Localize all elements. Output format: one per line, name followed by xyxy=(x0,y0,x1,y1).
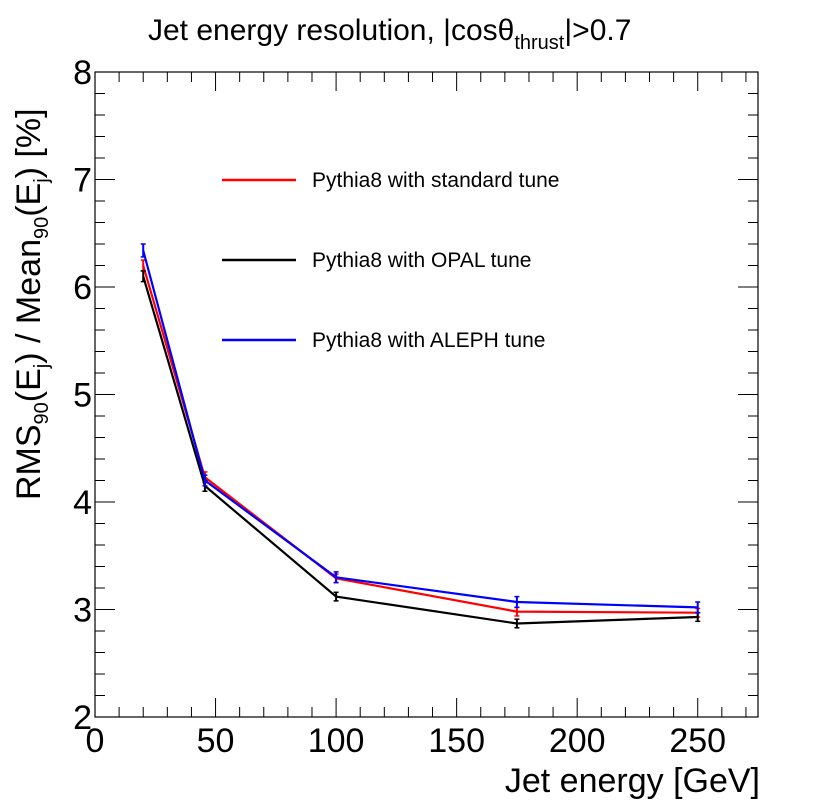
y-label-mean-subscript: 90 xyxy=(31,217,53,239)
x-tick-label: 100 xyxy=(308,722,365,760)
series-2 xyxy=(140,270,701,629)
y-tick-label: 4 xyxy=(73,484,92,522)
series-line xyxy=(142,265,698,614)
x-tick-label: 200 xyxy=(549,722,606,760)
y-axis-ticks xyxy=(95,71,758,718)
y-axis-tick-labels: 2 3 4 5 6 7 8 xyxy=(73,54,92,737)
x-axis-ticks xyxy=(94,72,747,717)
y-tick-label: 5 xyxy=(73,377,92,415)
x-tick-label: 0 xyxy=(86,722,105,760)
y-label-ej2-open: (E xyxy=(10,183,48,217)
y-label-rms: RMS xyxy=(10,424,48,500)
legend-label: Pythia8 with standard tune xyxy=(312,169,560,192)
legend-label: Pythia8 with ALEPH tune xyxy=(312,329,545,352)
x-tick-label: 250 xyxy=(669,722,726,760)
y-tick-label: 3 xyxy=(73,592,92,630)
y-tick-label: 2 xyxy=(73,699,92,737)
chart-title-prefix: Jet energy resolution, |cos xyxy=(148,14,498,47)
y-axis-label: RMS90(Ej) / Mean90(Ej) [%] xyxy=(10,108,53,500)
series-line xyxy=(142,250,698,609)
x-tick-label: 150 xyxy=(428,722,485,760)
legend: Pythia8 with standard tune Pythia8 with O… xyxy=(222,169,560,352)
series-3 xyxy=(140,243,701,614)
y-label-rms-subscript: 90 xyxy=(31,402,53,424)
chart-title: Jet energy resolution, |cosθthrust|>0.7 xyxy=(148,14,631,54)
legend-label: Pythia8 with OPAL tune xyxy=(312,249,531,272)
y-label-ej2-subscript: j xyxy=(31,178,53,183)
series-layer xyxy=(140,243,701,629)
chart-title-theta: θ xyxy=(498,14,515,47)
chart-title-subscript: thrust xyxy=(514,32,564,54)
y-tick-label: 7 xyxy=(73,162,92,200)
x-tick-label: 50 xyxy=(197,722,235,760)
chart-title-suffix: |>0.7 xyxy=(564,14,631,47)
y-tick-label: 6 xyxy=(73,269,92,307)
y-label-mean: ) / Mean xyxy=(10,239,48,364)
x-axis-tick-labels: 0 50 100 150 200 250 xyxy=(86,722,727,760)
x-axis-label: Jet energy [GeV] xyxy=(505,762,760,800)
y-label-ej-subscript: j xyxy=(31,364,53,369)
y-label-percent: ) [%] xyxy=(10,108,48,178)
y-tick-label: 8 xyxy=(73,54,92,92)
y-label-ej-open: (E xyxy=(10,368,48,402)
series-1 xyxy=(140,259,701,618)
